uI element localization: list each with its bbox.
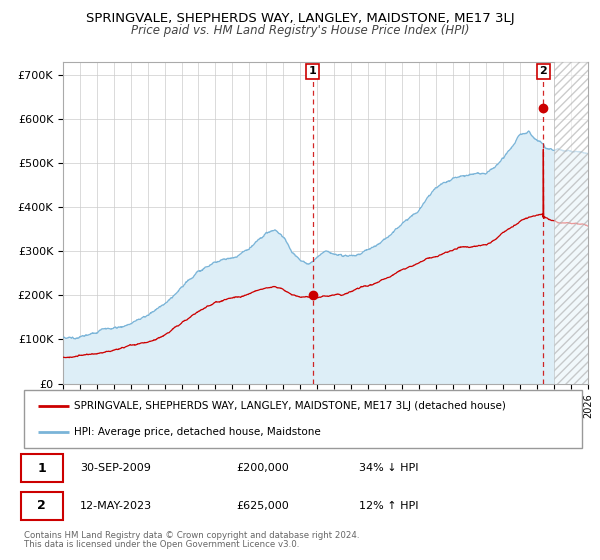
Text: 2: 2 [37, 500, 46, 512]
Text: £200,000: £200,000 [236, 463, 289, 473]
Text: SPRINGVALE, SHEPHERDS WAY, LANGLEY, MAIDSTONE, ME17 3LJ: SPRINGVALE, SHEPHERDS WAY, LANGLEY, MAID… [86, 12, 514, 25]
Text: £625,000: £625,000 [236, 501, 289, 511]
Text: Contains HM Land Registry data © Crown copyright and database right 2024.: Contains HM Land Registry data © Crown c… [24, 531, 359, 540]
Text: 1: 1 [37, 461, 46, 475]
Text: 12% ↑ HPI: 12% ↑ HPI [359, 501, 418, 511]
Text: HPI: Average price, detached house, Maidstone: HPI: Average price, detached house, Maid… [74, 427, 321, 437]
Text: SPRINGVALE, SHEPHERDS WAY, LANGLEY, MAIDSTONE, ME17 3LJ (detached house): SPRINGVALE, SHEPHERDS WAY, LANGLEY, MAID… [74, 401, 506, 411]
Text: This data is licensed under the Open Government Licence v3.0.: This data is licensed under the Open Gov… [24, 540, 299, 549]
Text: 2: 2 [539, 67, 547, 76]
FancyBboxPatch shape [24, 390, 582, 448]
Text: 34% ↓ HPI: 34% ↓ HPI [359, 463, 418, 473]
Text: Price paid vs. HM Land Registry's House Price Index (HPI): Price paid vs. HM Land Registry's House … [131, 24, 469, 37]
Text: 1: 1 [309, 67, 317, 76]
Text: 30-SEP-2009: 30-SEP-2009 [80, 463, 151, 473]
Bar [554, 53, 596, 384]
FancyBboxPatch shape [21, 492, 63, 520]
FancyBboxPatch shape [21, 454, 63, 482]
Text: 12-MAY-2023: 12-MAY-2023 [80, 501, 152, 511]
